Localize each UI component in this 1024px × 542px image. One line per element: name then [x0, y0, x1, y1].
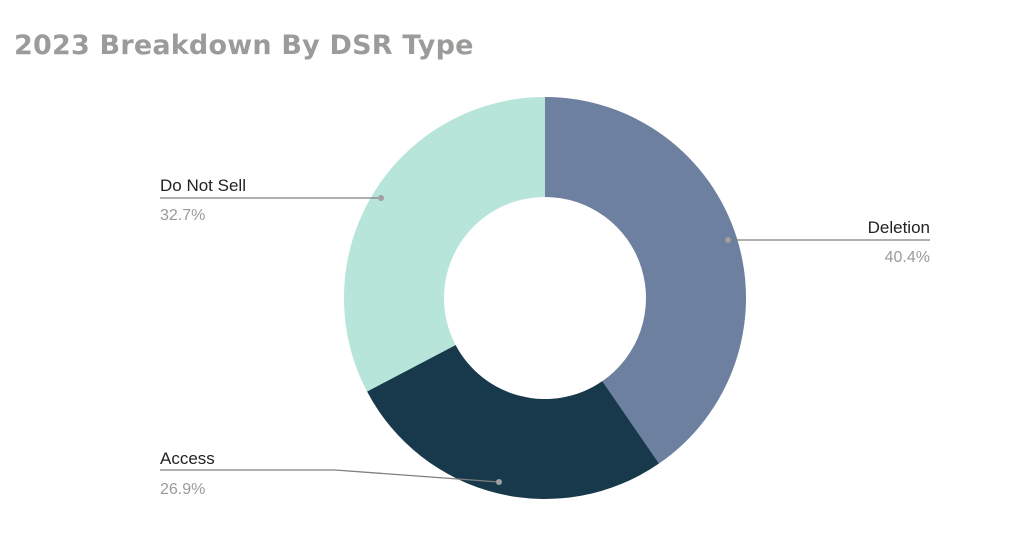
slice-label-access: Access [160, 449, 215, 468]
slice-label-deletion: Deletion [868, 218, 930, 237]
leader-dot-access [496, 479, 502, 485]
slice-access [367, 344, 660, 499]
slice-value-do-not-sell: 32.7% [160, 207, 205, 224]
donut-slices [343, 97, 746, 499]
slice-label-do-not-sell: Do Not Sell [160, 176, 246, 195]
label-group-deletion: Deletion 40.4% [725, 218, 930, 266]
label-group-access: Access 26.9% [160, 449, 502, 498]
slice-labels: Deletion 40.4% Access 26.9% Do Not Sell … [160, 176, 930, 498]
slice-value-access: 26.9% [160, 481, 205, 498]
label-group-do-not-sell: Do Not Sell 32.7% [160, 176, 384, 224]
leader-line-access [160, 469, 500, 483]
leader-dot-deletion [725, 237, 731, 243]
slice-value-deletion: 40.4% [885, 249, 930, 266]
chart-title: 2023 Breakdown By DSR Type [14, 30, 474, 61]
slice-do-not-sell [343, 97, 545, 392]
leader-dot-do-not-sell [378, 195, 384, 201]
slice-deletion [545, 97, 746, 464]
